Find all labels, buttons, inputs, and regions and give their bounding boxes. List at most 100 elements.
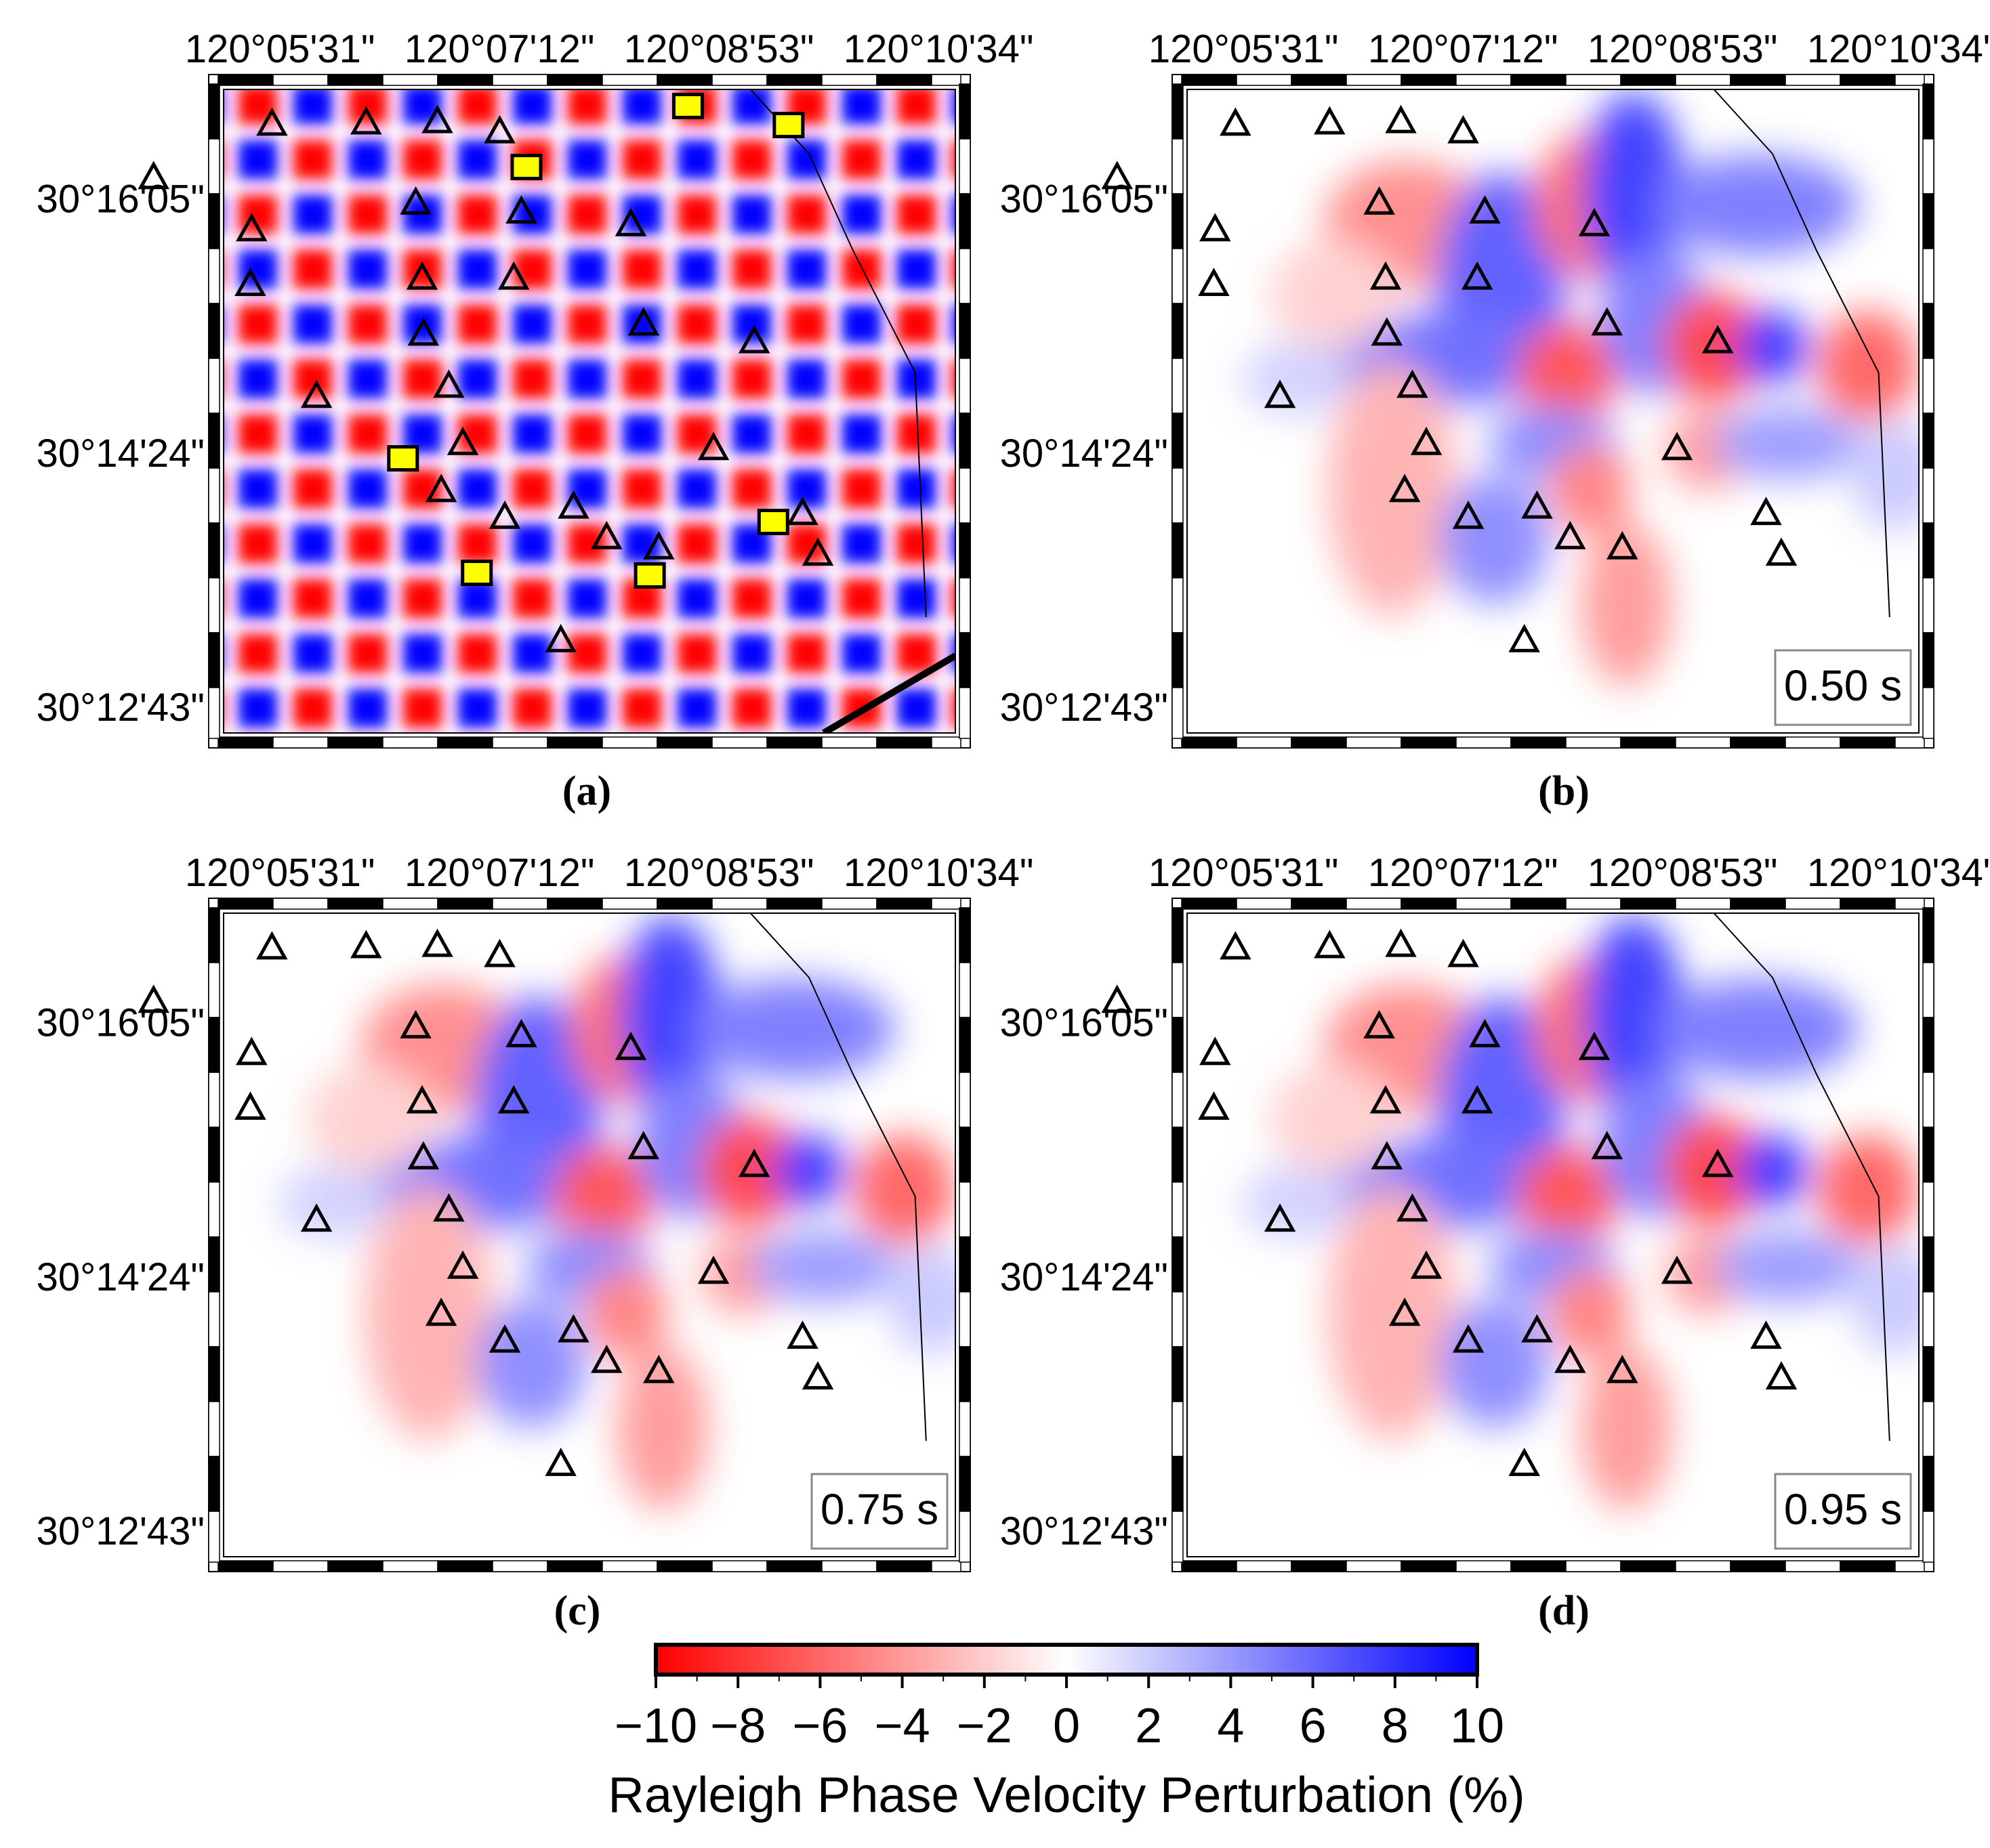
station-triangle-icon xyxy=(1371,1141,1403,1170)
period-box xyxy=(810,1473,949,1550)
station-triangle-icon xyxy=(484,938,516,967)
period-box xyxy=(1774,1473,1912,1550)
station-triangle-icon xyxy=(1264,379,1296,408)
latitude-tick-label: 30°16'05" xyxy=(1000,1001,1168,1045)
station-triangle-icon xyxy=(1461,1085,1493,1114)
map-panel-c: 0.75 s 120°05'31" 120°07'12" 120°08'53" 120°… xyxy=(37,851,1034,1634)
latitude-tick-label: 30°12'43" xyxy=(37,1509,205,1553)
longitude-tick-label: 120°07'12" xyxy=(1368,27,1558,71)
source-square-icon xyxy=(461,560,493,587)
map-panel-d: 0.95 s 120°05'31" 120°07'12" 120°08'53" 120°… xyxy=(1000,851,1990,1634)
station-triangle-icon xyxy=(1396,369,1428,398)
station-triangle-icon xyxy=(1554,1344,1586,1373)
station-triangle-icon xyxy=(1765,1361,1798,1390)
station-triangle-icon xyxy=(421,104,453,133)
map-frame xyxy=(1172,898,1934,1572)
station-triangle-icon xyxy=(643,530,675,560)
station-triangle-icon xyxy=(406,261,438,290)
station-triangle-icon xyxy=(1369,261,1402,290)
station-triangle-icon xyxy=(1701,1148,1734,1177)
station-triangle-icon xyxy=(615,207,647,236)
station-triangle-icon xyxy=(1369,1085,1402,1114)
colorbar-tick-label: 8 xyxy=(1382,1699,1409,1753)
longitude-tick-label: 120°08'53" xyxy=(624,851,814,895)
map-frame xyxy=(208,898,971,1572)
station-triangle-icon xyxy=(1410,426,1443,455)
colorbar-title: Rayleigh Phase Velocity Perturbation (%) xyxy=(608,1767,1525,1823)
station-triangle-icon xyxy=(300,1203,333,1232)
fault-line xyxy=(822,652,955,733)
station-triangle-icon xyxy=(1385,928,1417,957)
longitude-tick-label: 120°10'34" xyxy=(1807,851,1990,895)
latitude-tick-label: 30°12'43" xyxy=(1000,1509,1168,1553)
station-triangle-icon xyxy=(591,1344,623,1373)
stations xyxy=(1101,928,1798,1476)
station-triangle-icon xyxy=(400,1009,432,1038)
colorbar-tick-label: 4 xyxy=(1217,1699,1244,1753)
station-triangle-icon xyxy=(138,984,169,1013)
station-triangle-icon xyxy=(407,317,440,346)
station-triangle-icon xyxy=(1371,317,1403,346)
station-triangle-icon xyxy=(234,268,266,297)
station-triangle-icon xyxy=(1765,537,1798,566)
colorbar-tick-label: 0 xyxy=(1053,1699,1080,1753)
latitude-tick-label: 30°14'24" xyxy=(1000,432,1168,476)
station-triangle-icon xyxy=(447,426,479,455)
station-triangle-icon xyxy=(234,1091,266,1120)
station-triangle-icon xyxy=(433,369,465,398)
station-triangle-icon xyxy=(1469,195,1501,224)
map-frame xyxy=(1172,74,1934,749)
longitude-tick-label: 120°10'34" xyxy=(1807,27,1990,71)
station-triangle-icon xyxy=(697,1255,730,1284)
station-triangle-icon xyxy=(1606,1354,1638,1383)
station-triangle-icon xyxy=(627,1131,659,1160)
colorbar-tick-label: −2 xyxy=(957,1699,1012,1753)
station-triangle-icon xyxy=(425,474,457,503)
station-triangle-icon xyxy=(497,261,530,290)
longitude-tick-label: 120°08'53" xyxy=(624,27,814,71)
station-triangle-icon xyxy=(350,929,382,959)
station-triangle-icon xyxy=(505,1019,537,1047)
station-triangle-icon xyxy=(1578,1031,1611,1060)
longitude-tick-label: 120°05'31" xyxy=(185,27,375,71)
latitude-tick-label: 30°14'24" xyxy=(1000,1255,1168,1299)
station-triangle-icon xyxy=(1410,1250,1443,1279)
station-triangle-icon xyxy=(433,1193,465,1222)
period-box xyxy=(1774,649,1912,726)
station-triangle-icon xyxy=(738,1148,770,1177)
panel-label: (c) xyxy=(554,1588,601,1634)
station-triangle-icon xyxy=(1447,114,1479,144)
station-triangle-icon xyxy=(497,1085,530,1114)
colorbar-tick-label: −8 xyxy=(710,1699,766,1753)
stations xyxy=(138,928,834,1476)
station-triangle-icon xyxy=(1469,1019,1501,1047)
station-triangle-icon xyxy=(1750,497,1782,526)
station-triangle-icon xyxy=(1264,1203,1296,1232)
latitude-tick-label: 30°14'24" xyxy=(37,432,205,476)
station-triangle-icon xyxy=(256,107,288,136)
longitude-tick-label: 120°08'53" xyxy=(1588,27,1778,71)
station-triangle-icon xyxy=(1701,324,1734,354)
station-triangle-icon xyxy=(425,1297,457,1326)
station-triangle-icon xyxy=(1198,268,1230,297)
station-triangle-icon xyxy=(1452,1324,1485,1353)
panel-label: (b) xyxy=(1538,768,1590,814)
colorbar: −10 −8 −6 −4 −2 0 2 4 6 8 10 Rayleigh Phase Velocit… xyxy=(608,1643,1525,1823)
station-triangle-icon xyxy=(350,106,382,135)
station-triangle-icon xyxy=(1661,432,1693,461)
station-triangle-icon xyxy=(406,1085,438,1114)
station-triangle-icon xyxy=(447,1250,479,1279)
station-triangle-icon xyxy=(489,1324,521,1353)
colorbar-tick-label: −4 xyxy=(875,1699,930,1753)
station-triangle-icon xyxy=(1606,530,1638,560)
longitude-tick-label: 120°10'34" xyxy=(844,851,1034,895)
station-triangle-icon xyxy=(627,307,659,336)
station-triangle-icon xyxy=(1591,1131,1623,1160)
longitude-tick-label: 120°05'31" xyxy=(1148,27,1339,71)
colorbar-tick-label: 2 xyxy=(1135,1699,1162,1753)
station-triangle-icon xyxy=(1452,500,1485,529)
station-triangle-icon xyxy=(1101,984,1133,1013)
station-triangle-icon xyxy=(591,520,623,549)
station-triangle-icon xyxy=(1591,307,1623,336)
station-triangle-icon xyxy=(400,186,432,215)
